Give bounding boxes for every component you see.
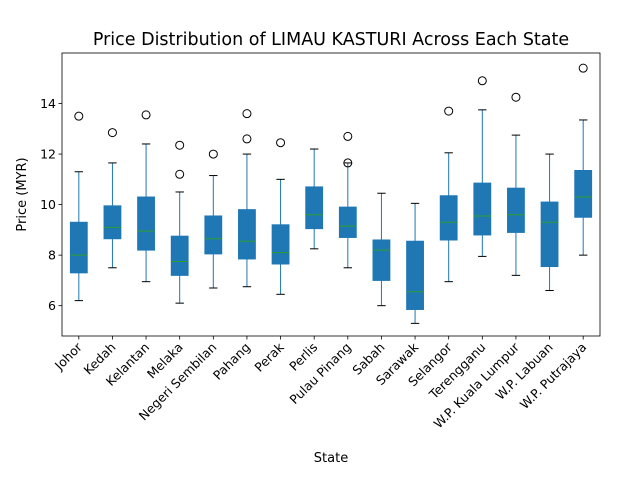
y-tick-label: 14 — [40, 96, 56, 111]
box-group — [238, 109, 256, 288]
outlier-point — [477, 76, 487, 86]
outlier-point — [175, 169, 185, 179]
box-group — [170, 140, 189, 304]
outlier-point — [74, 111, 84, 121]
outlier-point — [242, 134, 252, 144]
box — [406, 240, 424, 310]
box — [507, 187, 525, 233]
box-group — [574, 63, 593, 256]
box-group — [372, 192, 391, 307]
box-group — [473, 76, 492, 257]
box — [238, 209, 256, 260]
outlier-point — [511, 92, 521, 102]
box — [137, 196, 155, 251]
box — [305, 186, 324, 230]
outlier-point — [208, 149, 218, 159]
box — [170, 235, 189, 276]
outlier-point — [343, 131, 353, 141]
box-group — [406, 202, 424, 324]
outlier-point — [141, 110, 151, 120]
outlier-point — [276, 138, 286, 148]
box — [439, 195, 458, 241]
box — [473, 182, 492, 236]
box — [574, 169, 593, 218]
box-group — [69, 111, 88, 302]
y-axis: 6 8 10 12 14 — [40, 96, 62, 313]
outlier-point — [343, 158, 353, 168]
outlier-point — [175, 140, 185, 150]
box — [271, 224, 290, 265]
y-tick-label: 12 — [40, 147, 56, 162]
box-group — [204, 149, 223, 289]
box — [204, 215, 223, 255]
outlier-point — [107, 128, 117, 138]
box-group — [338, 131, 357, 269]
axes-frame — [61, 52, 601, 337]
x-axis-label: State — [314, 451, 348, 466]
y-axis-label: Price (MYR) — [15, 157, 30, 231]
y-tick-label: 10 — [40, 197, 56, 212]
y-tick-label: 6 — [48, 298, 56, 313]
box — [540, 201, 559, 268]
box — [338, 206, 357, 238]
outlier-point — [444, 106, 454, 116]
y-tick-label: 8 — [48, 248, 56, 263]
box — [372, 239, 391, 281]
plot-area — [69, 63, 593, 324]
box-group — [137, 110, 155, 283]
chart-title: Price Distribution of LIMAU KASTURI Acro… — [93, 30, 569, 50]
box — [69, 221, 88, 274]
box-group — [439, 106, 458, 283]
box — [103, 205, 122, 240]
box-group — [103, 128, 122, 269]
box-group — [305, 148, 324, 250]
box-group — [507, 92, 525, 276]
outlier-point — [242, 109, 252, 119]
box-group — [540, 153, 559, 292]
outlier-point — [578, 63, 588, 73]
box-group — [271, 138, 290, 295]
